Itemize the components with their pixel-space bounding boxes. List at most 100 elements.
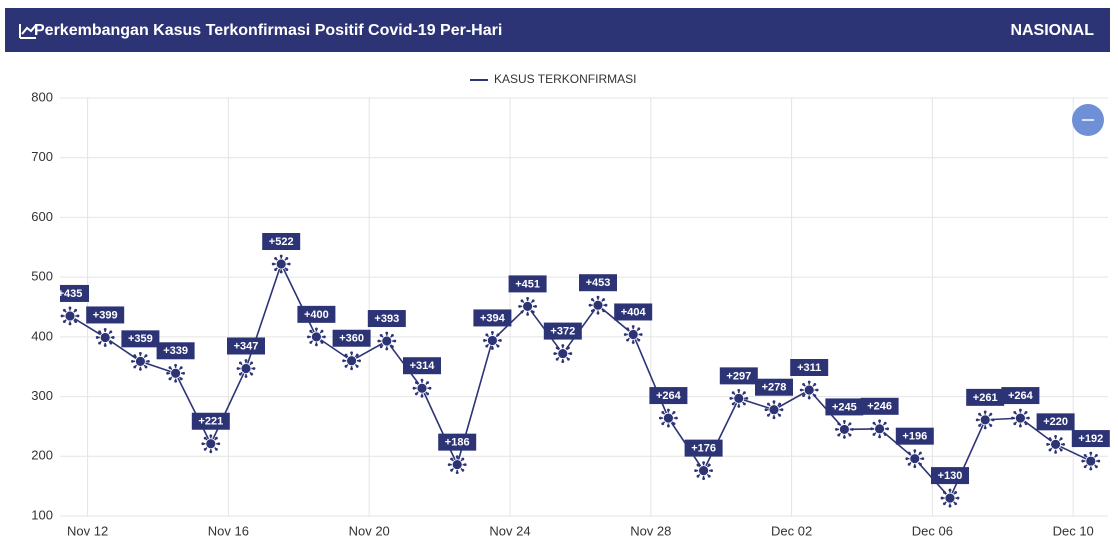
marker-knob	[639, 333, 643, 336]
data-label: +261	[966, 388, 1005, 406]
virus-marker	[764, 400, 784, 420]
data-label-text: +372	[550, 325, 575, 337]
marker-knob	[174, 379, 177, 383]
marker-knob	[919, 462, 922, 466]
virus-marker	[553, 344, 573, 363]
marker-knob	[496, 333, 500, 337]
marker-knob	[878, 435, 881, 439]
marker-knob	[485, 344, 489, 348]
data-label-box	[367, 310, 406, 328]
data-label-text: +435	[58, 288, 83, 300]
data-label-box	[719, 367, 758, 385]
marker-knob	[307, 335, 310, 339]
marker-knob	[1013, 411, 1017, 414]
marker-knob	[626, 338, 629, 342]
data-label-box	[790, 359, 829, 377]
marker-knob	[201, 442, 205, 446]
marker-knob	[1089, 451, 1093, 455]
marker-knob	[940, 496, 944, 500]
virus-marker	[412, 378, 432, 398]
data-label-text: +394	[480, 312, 506, 324]
marker-body	[416, 382, 428, 394]
marker-knob	[1054, 450, 1057, 454]
marker-body	[803, 384, 815, 396]
marker-knob	[252, 367, 256, 370]
virus-marker	[694, 461, 713, 481]
data-label-text: +347	[234, 340, 259, 352]
marker-knob	[285, 268, 289, 272]
data-label-box	[684, 439, 723, 457]
data-label: +399	[86, 306, 125, 324]
y-tick-label: 800	[31, 89, 53, 104]
data-label: +186	[438, 433, 477, 451]
marker-knob	[250, 361, 254, 365]
marker-knob	[913, 449, 917, 453]
marker-knob	[74, 320, 78, 324]
marker-knob	[837, 433, 841, 437]
marker-knob	[743, 402, 746, 406]
marker-knob	[98, 330, 101, 334]
marker-knob	[843, 420, 846, 423]
marker-knob	[483, 339, 486, 342]
marker-knob	[179, 377, 183, 381]
data-label-box	[966, 388, 1005, 406]
marker-body	[733, 392, 745, 404]
marker-knob	[766, 402, 770, 406]
marker-knob	[182, 371, 185, 375]
data-label-text: +192	[1078, 433, 1103, 445]
data-label: +264	[1001, 387, 1040, 405]
data-label-box	[755, 378, 793, 396]
data-label-text: +399	[93, 309, 118, 321]
data-label: +297	[719, 367, 758, 385]
marker-knob	[637, 338, 641, 342]
marker-knob	[428, 386, 432, 390]
marker-knob	[534, 305, 537, 308]
y-tick-label: 500	[31, 269, 53, 284]
marker-knob	[455, 471, 459, 475]
marker-knob	[983, 426, 987, 430]
marker-knob	[710, 469, 713, 473]
marker-knob	[174, 363, 177, 367]
marker-knob	[463, 463, 467, 467]
marker-knob	[355, 364, 359, 368]
marker-knob	[991, 418, 995, 422]
marker-knob	[848, 433, 852, 437]
marker-body	[64, 310, 76, 322]
marker-body	[839, 424, 850, 435]
marker-knob	[694, 469, 697, 473]
virus-marker	[447, 455, 467, 475]
marker-knob	[179, 366, 183, 370]
marker-knob	[978, 424, 981, 427]
marker-knob	[450, 468, 453, 472]
data-label-box	[1071, 430, 1110, 448]
marker-knob	[848, 422, 852, 426]
marker-knob	[315, 343, 318, 347]
data-label-text: +360	[339, 333, 364, 345]
virus-marker	[201, 434, 221, 454]
virus-marker	[483, 331, 502, 350]
marker-body	[698, 465, 709, 477]
marker-knob	[166, 371, 169, 375]
data-label-box	[579, 274, 617, 292]
marker-knob	[320, 341, 324, 344]
marker-knob	[1011, 416, 1014, 420]
marker-knob	[133, 354, 137, 358]
marker-knob	[1048, 437, 1052, 441]
marker-knob	[766, 413, 770, 417]
data-label-box	[473, 309, 512, 327]
marker-knob	[667, 408, 670, 412]
marker-knob	[111, 336, 115, 339]
marker-knob	[561, 360, 565, 363]
virus-marker	[1046, 434, 1065, 454]
marker-knob	[250, 372, 254, 376]
marker-knob	[518, 305, 521, 308]
x-tick-label: Dec 02	[771, 523, 812, 538]
marker-knob	[883, 421, 887, 425]
marker-knob	[975, 418, 979, 422]
marker-body	[874, 423, 885, 435]
series: +435 +399 +359 +339 +221 +347 +522 +400 +360 +393…	[58, 233, 1110, 508]
marker-knob	[707, 474, 711, 478]
marker-knob	[802, 394, 805, 398]
marker-knob	[217, 442, 221, 446]
virus-marker	[307, 327, 326, 347]
